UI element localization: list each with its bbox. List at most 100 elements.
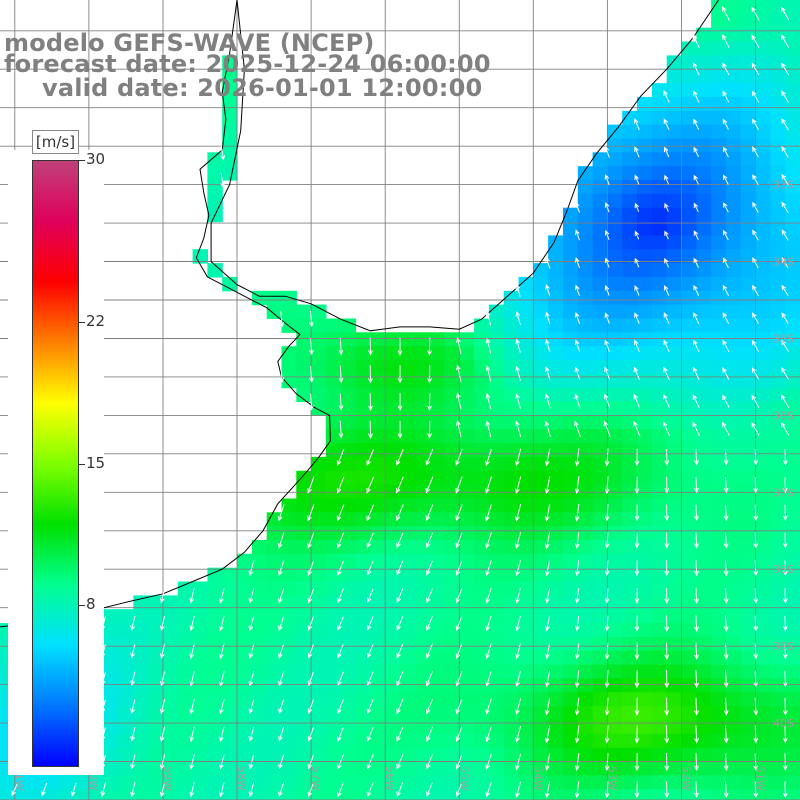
wind-speed-cell <box>711 27 727 43</box>
wind-speed-cell <box>651 166 668 181</box>
wind-speed-cell <box>725 180 742 195</box>
wind-speed-cell <box>637 484 653 499</box>
wind-speed-cell <box>429 401 445 416</box>
wind-speed-cell <box>770 761 786 776</box>
wind-speed-cell <box>459 498 475 513</box>
wind-speed-cell <box>666 512 683 527</box>
wind-arrow <box>575 257 580 269</box>
wind-speed-cell <box>488 332 505 347</box>
wind-speed-cell <box>740 55 757 70</box>
wind-speed-cell <box>711 498 727 513</box>
wind-speed-cell <box>133 706 149 721</box>
wind-speed-cell <box>725 346 742 361</box>
wind-speed-cell <box>488 540 505 555</box>
wind-arrow <box>751 6 760 21</box>
wind-speed-cell <box>592 636 608 652</box>
wind-speed-cell <box>118 720 134 735</box>
wind-arrow <box>189 754 195 770</box>
wind-arrow <box>753 532 759 549</box>
wind-speed-cell <box>192 650 208 666</box>
wind-speed-cell <box>311 692 327 707</box>
wind-speed-cell <box>474 789 490 800</box>
wind-speed-cell <box>651 498 668 513</box>
wind-arrow <box>307 671 314 687</box>
wind-speed-cell <box>785 456 800 472</box>
wind-arrow <box>633 393 641 409</box>
wind-speed-cell <box>577 609 594 624</box>
wind-speed-cell <box>770 83 786 98</box>
wind-arrow <box>664 642 670 661</box>
valid-date: valid date: 2026-01-01 12:00:00 <box>42 74 483 102</box>
wind-arrow <box>396 726 404 742</box>
wind-speed-cell <box>666 581 683 596</box>
wind-speed-cell <box>577 443 594 458</box>
wind-speed-cell <box>622 567 638 583</box>
wind-speed-cell <box>622 692 638 707</box>
wind-speed-cell <box>88 789 105 800</box>
wind-speed-cell <box>340 664 357 679</box>
wind-speed-cell <box>622 456 638 472</box>
wind-speed-cell <box>518 276 534 292</box>
wind-speed-cell <box>711 290 727 306</box>
wind-speed-cell <box>192 595 208 610</box>
wind-speed-cell <box>592 276 608 292</box>
wind-arrow <box>426 754 433 770</box>
wind-speed-cell <box>651 263 668 278</box>
wind-speed-cell <box>207 636 223 652</box>
wind-speed-cell <box>681 41 697 56</box>
wind-speed-cell <box>681 443 697 458</box>
wind-arrow <box>781 367 790 380</box>
wind-speed-cell <box>711 789 727 800</box>
wind-arrow <box>426 588 433 604</box>
wind-speed-cell <box>266 526 283 541</box>
wind-speed-cell <box>533 456 549 472</box>
wind-speed-cell <box>696 678 712 693</box>
wind-speed-cell <box>488 692 505 707</box>
wind-speed-cell <box>518 484 534 499</box>
wind-speed-cell <box>711 318 727 333</box>
wind-speed-cell <box>755 512 771 527</box>
wind-speed-cell <box>518 664 534 679</box>
wind-speed-cell <box>222 775 238 790</box>
wind-speed-cell <box>725 138 742 153</box>
wind-arrow <box>219 615 225 632</box>
wind-speed-cell <box>444 401 460 416</box>
wind-speed-cell <box>444 692 460 707</box>
wind-speed-cell <box>696 609 712 624</box>
wind-speed-cell <box>251 775 268 790</box>
wind-speed-cell <box>325 332 342 347</box>
wind-speed-cell <box>533 290 549 306</box>
wind-speed-cell <box>340 429 357 444</box>
wind-speed-cell <box>592 360 608 375</box>
wind-speed-cell <box>548 526 564 541</box>
wind-arrow <box>693 312 700 325</box>
wind-speed-cell <box>429 553 445 569</box>
wind-arrow <box>515 311 521 325</box>
wind-speed-cell <box>696 526 712 541</box>
wind-speed-cell <box>637 470 653 486</box>
wind-speed-cell <box>592 678 608 693</box>
wind-speed-cell <box>459 526 475 541</box>
wind-arrow <box>752 257 759 269</box>
wind-speed-cell <box>770 290 786 306</box>
wind-speed-cell <box>725 152 742 167</box>
wind-speed-cell <box>696 27 712 43</box>
wind-speed-cell <box>666 789 683 800</box>
wind-arrow <box>752 118 759 131</box>
wind-speed-cell <box>696 789 712 800</box>
wind-arrow <box>694 753 699 772</box>
wind-speed-cell <box>755 609 771 624</box>
wind-speed-cell <box>355 678 371 693</box>
wind-speed-cell <box>563 373 579 389</box>
wind-speed-cell <box>444 789 460 800</box>
wind-speed-cell <box>444 706 460 721</box>
wind-speed-cell <box>103 609 120 624</box>
wind-speed-cell <box>222 166 238 181</box>
wind-speed-cell <box>681 512 697 527</box>
wind-speed-cell <box>577 692 594 707</box>
wind-speed-cell <box>740 152 757 167</box>
wind-speed-cell <box>770 152 786 167</box>
wind-arrow <box>604 257 610 268</box>
wind-speed-cell <box>755 332 771 347</box>
wind-arrow <box>455 643 463 660</box>
